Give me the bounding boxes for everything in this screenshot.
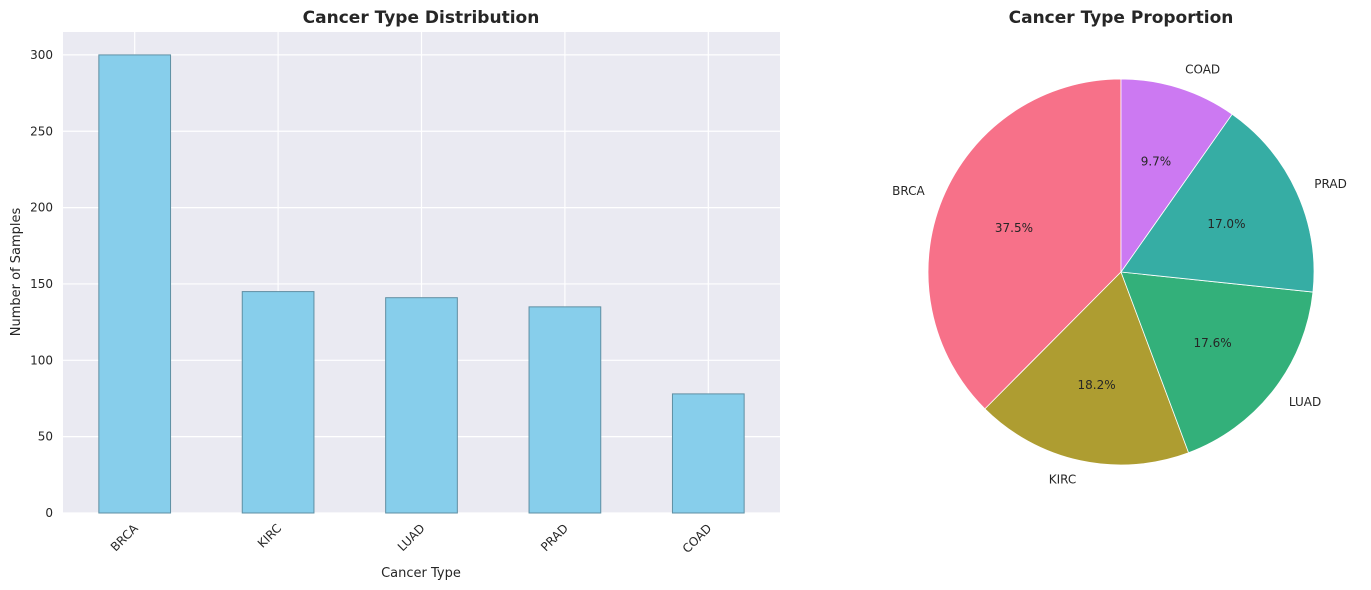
y-tick-label: 50 (38, 430, 53, 444)
x-tick-label: BRCA (108, 521, 141, 554)
bar-brca (98, 54, 172, 514)
bar-prad (528, 306, 602, 514)
pie-slice-prad (1120, 113, 1315, 293)
pie-labels: BRCA KIRC LUAD PRAD COAD (892, 63, 1347, 487)
x-axis-label: Cancer Type (381, 566, 461, 581)
y-tick-label: 200 (30, 201, 53, 215)
y-tick-label: 250 (30, 124, 53, 138)
x-tick-label: KIRC (255, 521, 284, 550)
pie-chart-title: Cancer Type Proportion (1009, 8, 1234, 28)
pie-label: PRAD (1314, 177, 1347, 191)
pie-label: LUAD (1289, 395, 1321, 409)
pie-label: BRCA (892, 184, 925, 198)
y-tick-labels: 0 50 100 150 200 250 300 (30, 48, 53, 520)
bar-luad (385, 297, 458, 514)
pie-slices (927, 78, 1315, 466)
bar-chart-title: Cancer Type Distribution (303, 8, 540, 28)
x-tick-labels: BRCA KIRC LUAD PRAD COAD (108, 521, 715, 556)
y-tick-label: 150 (30, 277, 53, 291)
bar-kirc (241, 291, 315, 514)
y-tick-label: 0 (45, 506, 53, 520)
pie-percent-label: 17.0% (1207, 217, 1245, 231)
pie-slice-kirc (984, 271, 1190, 466)
pie-label: COAD (1185, 63, 1220, 77)
x-tick-label: COAD (680, 521, 715, 556)
x-tick-label: LUAD (395, 521, 428, 554)
bar-series (98, 54, 745, 514)
pie-label: KIRC (1049, 473, 1077, 487)
pie-slice-coad (1120, 78, 1233, 274)
pie-percent-label: 9.7% (1141, 155, 1172, 169)
y-tick-label: 100 (30, 353, 53, 367)
bar-coad (671, 393, 745, 514)
pie-slice-luad (1120, 271, 1314, 454)
pie-chart: Cancer Type Proportion BRCA KIRC LUAD PRAD C… (892, 8, 1347, 487)
pie-percent-label: 37.5% (995, 221, 1033, 235)
pie-slice-brca (927, 78, 1122, 410)
pie-percent-label: 18.2% (1078, 378, 1116, 392)
pie-percent-labels: 37.5% 18.2% 17.6% 17.0% 9.7% (995, 155, 1246, 393)
y-tick-label: 300 (30, 48, 53, 62)
x-tick-label: PRAD (538, 521, 571, 554)
pie-percent-label: 17.6% (1194, 336, 1232, 350)
y-axis-label: Number of Samples (9, 208, 24, 337)
